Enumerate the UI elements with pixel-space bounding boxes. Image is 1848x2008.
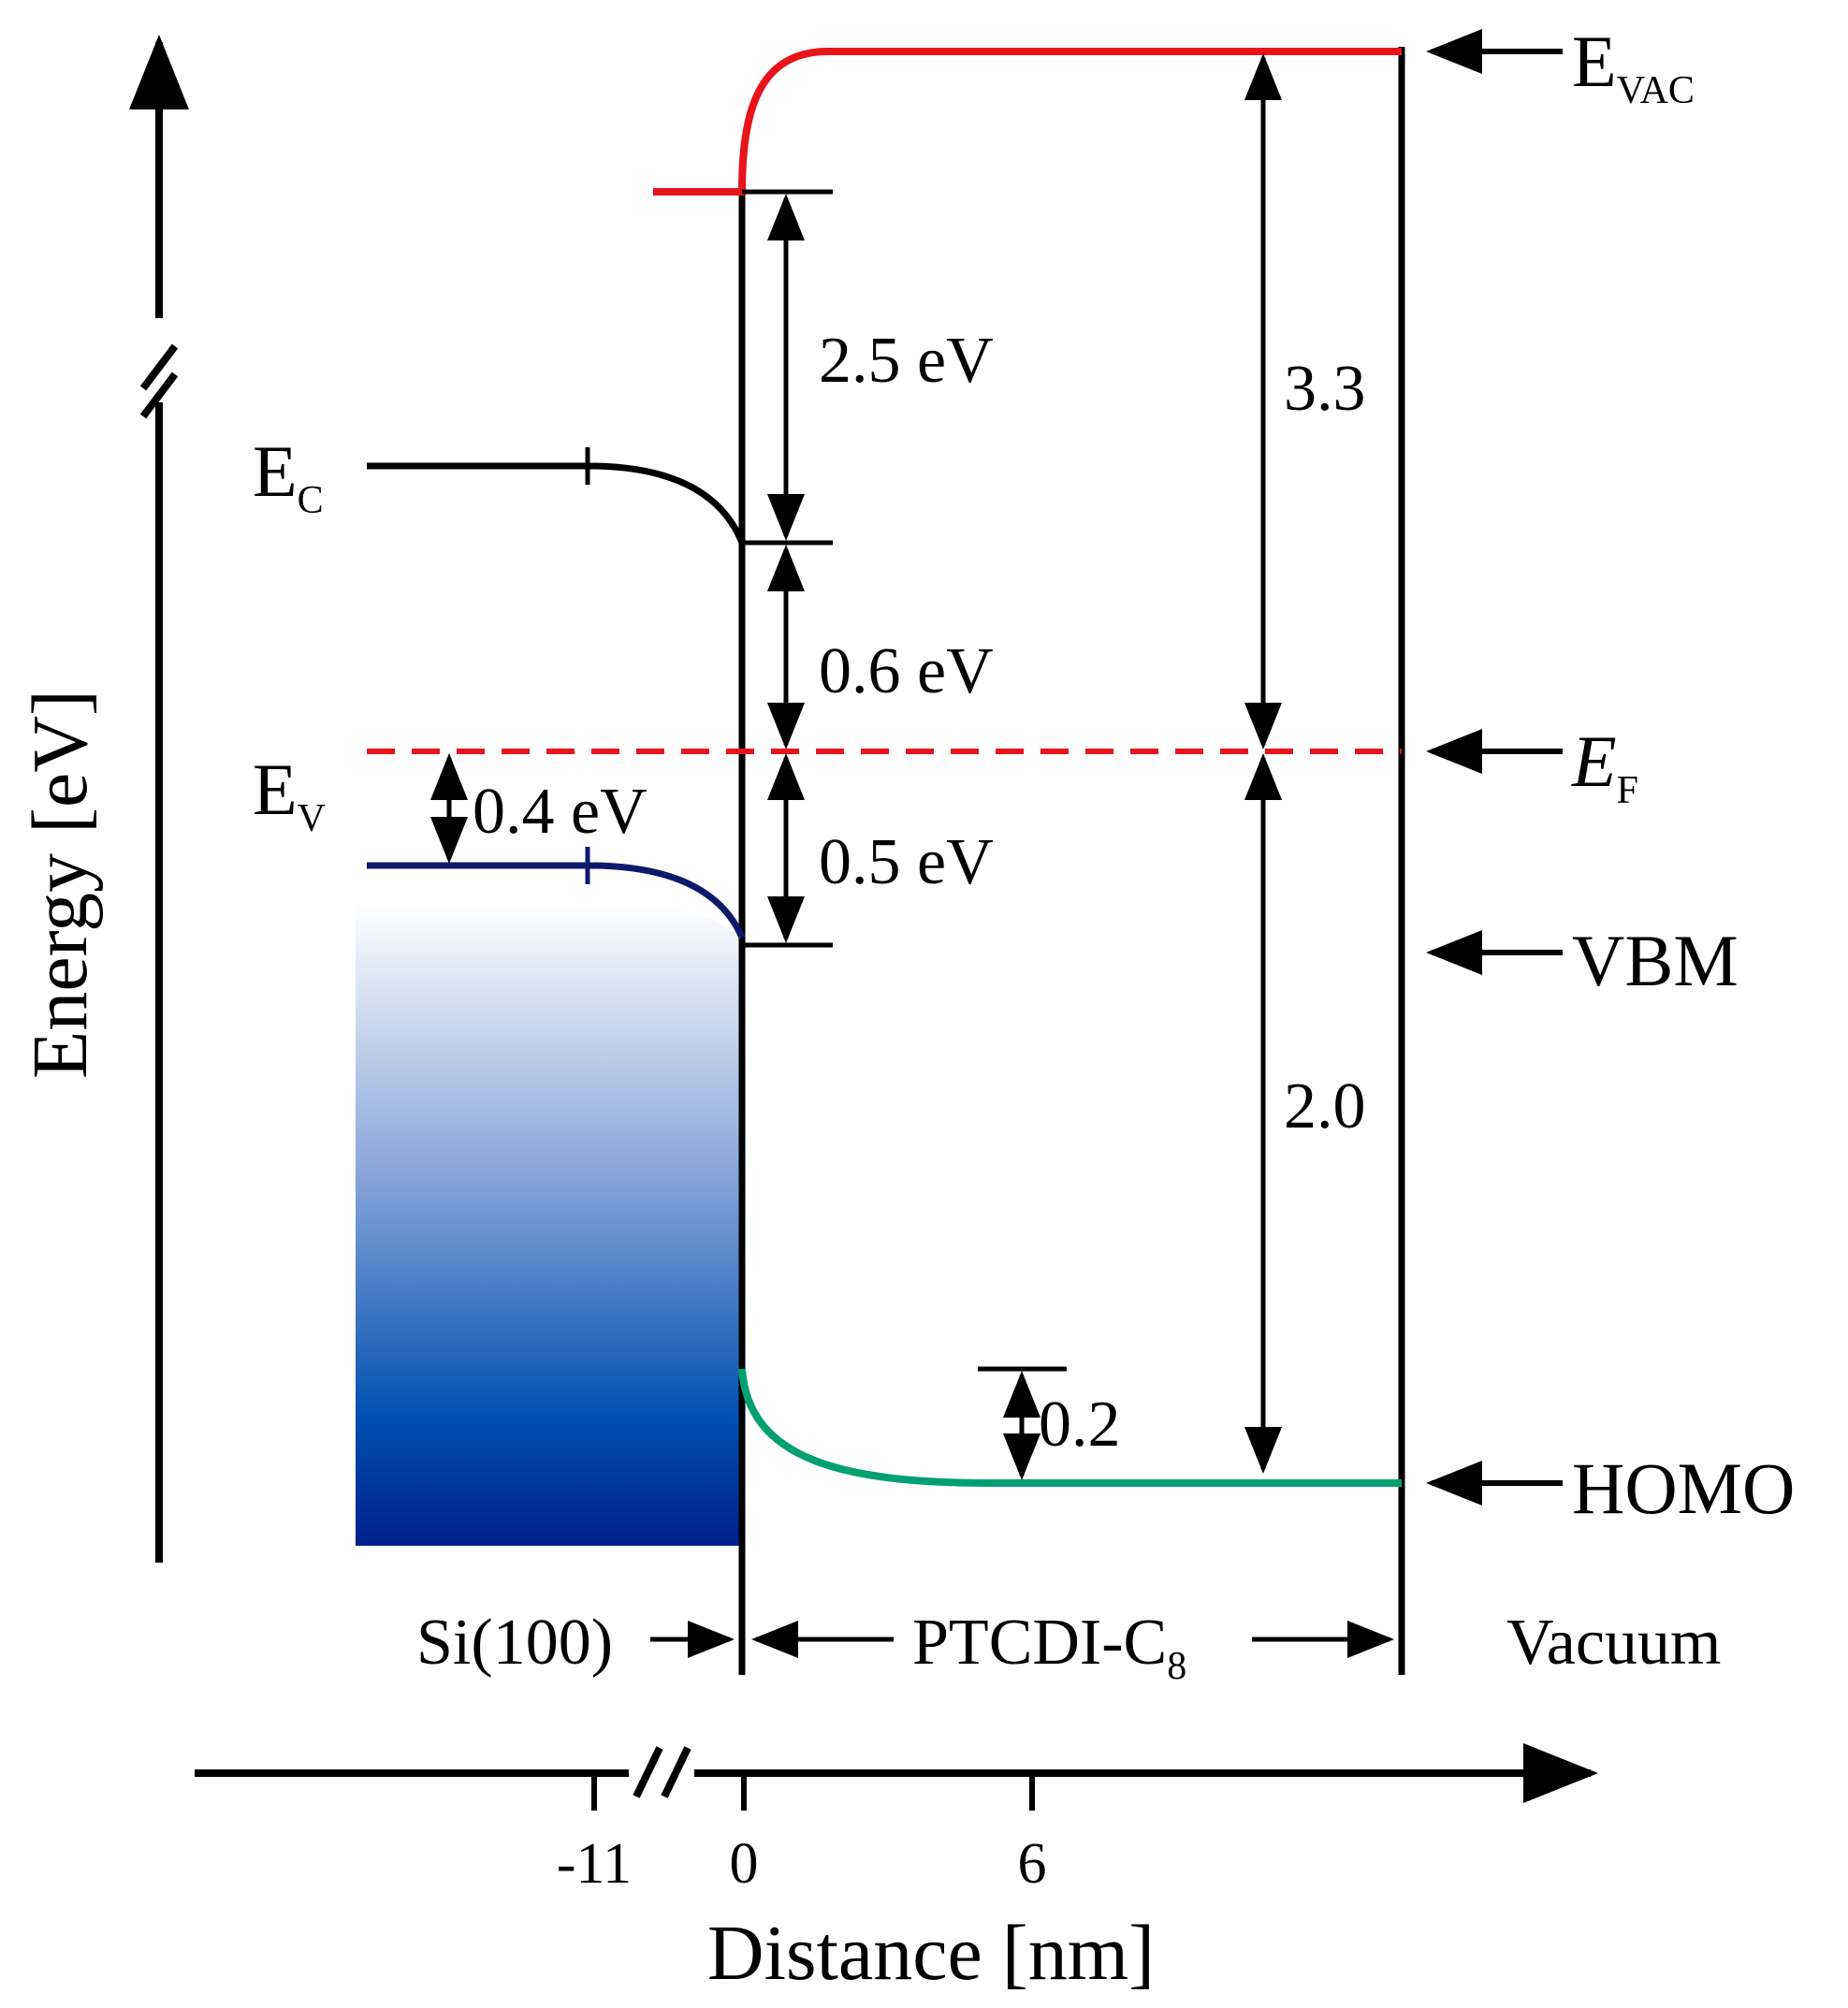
gap-label-0-5-ev: 0.5 eV: [819, 826, 994, 898]
homo-level-line: [738, 1368, 1402, 1487]
conduction-band-line: [367, 462, 746, 545]
vbm-label: VBM: [1572, 920, 1739, 1001]
distance-axis-title: Distance [nm]: [707, 1910, 1155, 1997]
homo-label: HOMO: [1572, 1448, 1795, 1529]
distance-axis-break: [629, 1746, 694, 1798]
silicon-valence-band-fill: [356, 903, 742, 1546]
vacuum-region-label: Vacuum: [1506, 1607, 1721, 1679]
silicon-region-label: Si(100): [416, 1607, 613, 1679]
ec-label: EC: [253, 430, 324, 522]
gap-label-0-6-ev: 0.6 eV: [819, 635, 994, 707]
tick-label-minus-11: -11: [557, 1832, 632, 1896]
ev-label: EV: [253, 749, 326, 840]
tick-label-0: 0: [730, 1832, 759, 1896]
energy-axis-break: [139, 318, 179, 419]
valence-band-line: [367, 862, 746, 939]
vacuum-level-line: [653, 48, 1402, 196]
gap-label-3-3: 3.3: [1284, 353, 1366, 425]
evac-label: EVAC: [1572, 21, 1695, 112]
gap-label-0-2: 0.2: [1039, 1389, 1121, 1461]
tick-label-6: 6: [1018, 1832, 1047, 1896]
energy-axis-title: Energy [eV]: [17, 690, 104, 1079]
ptcdi-region-label: PTCDI-C8: [912, 1607, 1186, 1688]
ef-label: EF: [1571, 720, 1638, 812]
gap-label-2-5-ev: 2.5 eV: [819, 325, 994, 397]
gap-label-0-4-ev: 0.4 eV: [473, 776, 648, 848]
gap-label-2-0: 2.0: [1284, 1070, 1366, 1142]
